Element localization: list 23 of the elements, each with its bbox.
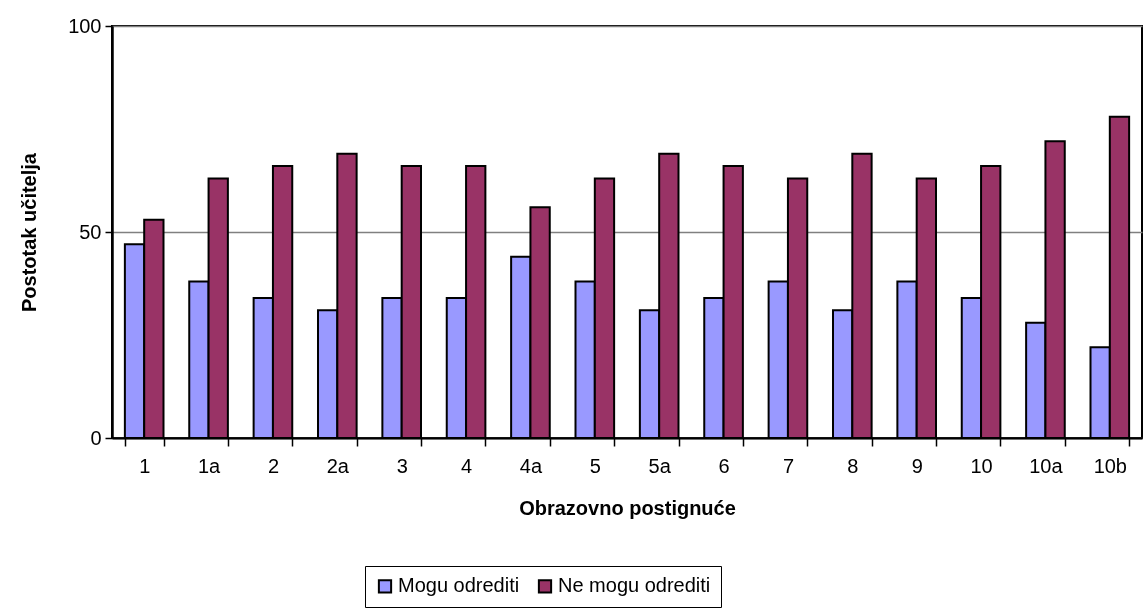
x-tick-label: 4: [461, 454, 473, 477]
x-tick-label: 5a: [648, 454, 672, 477]
x-tick-label: 10: [970, 454, 993, 477]
x-tick-label: 9: [911, 454, 923, 477]
x-tick-label: 5: [589, 454, 601, 477]
x-tick-label: 2a: [326, 454, 350, 477]
legend-label: Ne mogu odrediti: [558, 574, 711, 597]
x-tick-label: 6: [718, 454, 730, 477]
x-axis-title: Obrazovno postignuće: [519, 496, 736, 519]
legend-label: Mogu odrediti: [398, 574, 520, 597]
x-tick-label: 8: [847, 454, 859, 477]
x-tick-label: 7: [782, 454, 794, 477]
x-tick-label: 4a: [519, 454, 543, 477]
x-tick-label: 10b: [1093, 454, 1127, 477]
x-tick-label: 2: [267, 454, 279, 477]
x-tick-label: 1: [139, 454, 151, 477]
y-axis-title: Postotak učitelja: [18, 152, 41, 312]
y-tick-label: 0: [90, 426, 102, 449]
x-tick-label: 3: [396, 454, 408, 477]
x-tick-label: 1a: [197, 454, 222, 477]
x-tick-label: 10a: [1029, 454, 1064, 477]
y-tick-label: 50: [79, 220, 102, 243]
y-tick-label: 100: [68, 14, 102, 37]
